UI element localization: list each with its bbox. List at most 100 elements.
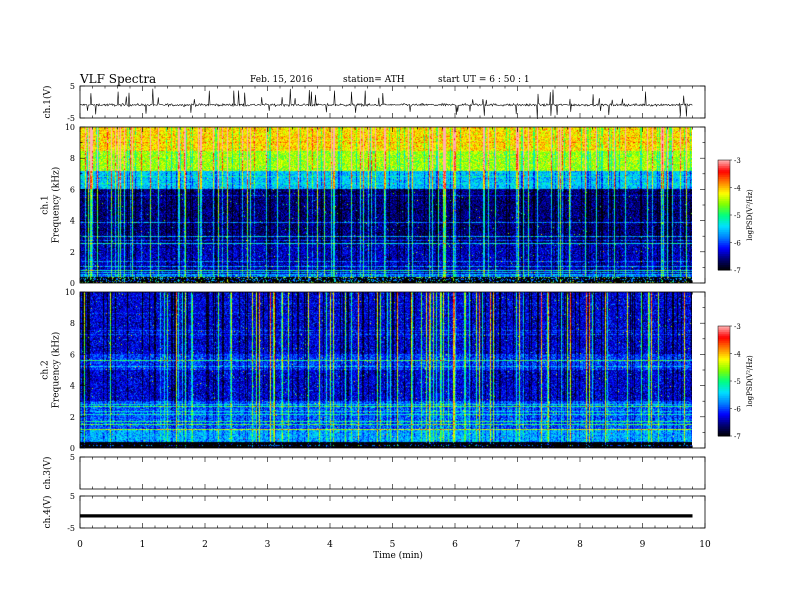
ch1-spectrogram-colorbar-tick-label: -3 — [734, 157, 741, 165]
ch1-spectrogram-colorbar-segment — [718, 176, 730, 179]
ch1-spectrogram-colorbar-segment — [718, 205, 730, 209]
ch2-spectrogram-colorbar-segment — [718, 371, 730, 375]
ch1-spectrogram-colorbar-segment — [718, 220, 730, 223]
ch2-spectrogram-colorbar-segment — [718, 333, 730, 336]
ch3-waveform-panel: 5 ch.3(V) — [42, 453, 706, 490]
ch2-spectrogram-colorbar-segment — [718, 395, 730, 398]
ch1-spectrogram-colorbar-segment — [718, 167, 730, 170]
ch2-spectrogram-colorbar-segment — [718, 393, 730, 397]
ch2-spectrogram-colorbar-segment — [718, 415, 730, 419]
ch1-spectrogram-colorbar-segment — [718, 187, 730, 190]
ch1-spectrogram-colorbar-segment — [718, 178, 730, 181]
x-tick-label: 6 — [452, 540, 458, 550]
ch2-spectrogram-colorbar-segment — [718, 403, 730, 406]
ch2-spectrogram-colorbar-segment — [718, 428, 730, 431]
ch2-spectrogram-colorbar-segment — [718, 338, 730, 342]
ch2-spectrogram-colorbar-segment — [718, 392, 730, 395]
ch1-spectrogram-colorbar-segment — [718, 231, 730, 234]
ch1-waveform-ytick-label: -5 — [67, 114, 75, 123]
ch1-spectrogram-ylabel: ch.1 — [41, 195, 51, 214]
ch2-spectrogram-colorbar-segment — [718, 419, 730, 422]
ch1-spectrogram-colorbar-segment — [718, 248, 730, 251]
ch1-spectrogram-ytick-label: 4 — [70, 217, 75, 226]
ch1-spectrogram-colorbar-segment — [718, 207, 730, 210]
ch2-spectrogram-ytick-label: 0 — [70, 444, 75, 453]
ch1-spectrogram-colorbar-segment — [718, 209, 730, 212]
ch1-spectrogram-colorbar-tick-label: -7 — [734, 267, 741, 275]
ch1-spectrogram-colorbar-segment — [718, 193, 730, 196]
ch1-spectrogram-colorbar-segment — [718, 161, 730, 165]
ch2-spectrogram-colorbar-segment — [718, 406, 730, 409]
ch2-spectrogram-colorbar-segment — [718, 388, 730, 391]
ch1-spectrogram-colorbar-segment — [718, 185, 730, 188]
ch2-spectrogram-colorbar-segment — [718, 362, 730, 365]
ch1-spectrogram-colorbar-segment — [718, 180, 730, 183]
ch4-waveform-ylabel: ch.4(V) — [42, 496, 53, 529]
ch1-spectrogram-colorbar-segment — [718, 249, 730, 253]
ch1-waveform-trace — [79, 88, 693, 120]
ch1-spectrogram-colorbar-segment — [718, 211, 730, 214]
ch2-spectrogram-colorbar-segment — [718, 430, 730, 433]
ch2-spectrogram-colorbar-segment — [718, 366, 730, 369]
ch1-spectrogram-colorbar-segment — [718, 237, 730, 240]
ch1-spectrogram-colorbar-segment — [718, 224, 730, 227]
ch2-spectrogram-colorbar-segment — [718, 348, 730, 351]
ch2-spectrogram-colorbar-segment — [718, 390, 730, 393]
ch2-spectrogram-colorbar-segment — [718, 351, 730, 354]
ch2-spectrogram-colorbar-segment — [718, 329, 730, 332]
x-tick-label: 0 — [77, 540, 83, 550]
ch2-spectrogram-colorbar-segment — [718, 410, 730, 413]
x-tick-label: 1 — [140, 540, 146, 550]
ch2-spectrogram-colorbar-segment — [718, 368, 730, 371]
ch2-spectrogram-colorbar-segment — [718, 353, 730, 356]
ch2-spectrogram-colorbar-segment — [718, 401, 730, 404]
ch1-spectrogram-colorbar-segment — [718, 198, 730, 201]
ch1-spectrogram-colorbar-segment — [718, 165, 730, 168]
x-tick-label: 9 — [640, 540, 646, 550]
ch1-spectrogram-colorbar-segment — [718, 240, 730, 243]
ch1-spectrogram-colorbar-segment — [718, 174, 730, 177]
ch1-spectrogram-colorbar-segment — [718, 191, 730, 194]
ch2-spectrogram-colorbar-segment — [718, 426, 730, 430]
ch3-waveform-ylabel: ch.3(V) — [42, 457, 53, 490]
ch1-spectrogram-colorbar-segment — [718, 227, 730, 231]
ch1-spectrogram-colorbar-segment — [718, 264, 730, 267]
x-tick-label: 10 — [699, 540, 711, 550]
ch1-spectrogram-colorbar-label: logPSD(V²/Hz) — [746, 189, 754, 241]
ch1-spectrogram-colorbar-segment — [718, 202, 730, 205]
ch1-spectrogram-colorbar-segment — [718, 169, 730, 172]
ch2-spectrogram-colorbar-segment — [718, 349, 730, 353]
ch1-waveform-ylabel: ch.1(V) — [42, 86, 53, 119]
ch2-spectrogram-colorbar-segment — [718, 375, 730, 378]
ch1-spectrogram-colorbar-segment — [718, 218, 730, 221]
ch4-waveform-ytick-label: -5 — [67, 524, 75, 533]
ch2-spectrogram-colorbar-segment — [718, 408, 730, 411]
ch2-spectrogram-ylabel: Frequency (kHz) — [51, 332, 62, 409]
ch2-spectrogram-colorbar-segment — [718, 423, 730, 426]
ch2-spectrogram-ytick-label: 2 — [70, 413, 75, 422]
ch1-colorbar: -3 -4 -5 -6 -7 logPSD(V²/Hz) — [717, 157, 754, 275]
ch1-spectrogram-colorbar-segment — [718, 213, 730, 216]
ch2-spectrogram-colorbar-tick-label: -7 — [734, 433, 741, 441]
ch1-spectrogram-colorbar-segment — [718, 251, 730, 254]
ch1-spectrogram-colorbar-segment — [718, 268, 730, 271]
ch1-spectrogram-ytick-label: 0 — [70, 279, 75, 288]
ch2-spectrogram-colorbar-segment — [718, 412, 730, 415]
ch1-spectrogram-colorbar-segment — [718, 183, 730, 187]
ch2-spectrogram-colorbar-segment — [718, 360, 730, 364]
ch2-spectrogram-colorbar-segment — [718, 404, 730, 408]
ch1-spectrogram-colorbar-tick-label: -4 — [734, 185, 741, 193]
ch2-spectrogram-colorbar-segment — [718, 346, 730, 349]
figure-title: VLF Spectra — [79, 72, 156, 86]
ch2-spectrogram-colorbar-segment — [718, 414, 730, 417]
ch1-spectrogram-ytick-label: 8 — [70, 154, 75, 163]
ch2-spectrogram-colorbar-segment — [718, 344, 730, 347]
ch2-spectrogram-colorbar-segment — [718, 342, 730, 345]
ch2-spectrogram-image — [80, 292, 692, 448]
ch1-spectrogram-colorbar-segment — [718, 233, 730, 236]
ch2-spectrogram-colorbar-segment — [718, 432, 730, 435]
x-tick-label: 3 — [265, 540, 271, 550]
ch2-spectrogram-colorbar-tick-label: -3 — [734, 323, 741, 331]
ch2-spectrogram-colorbar-segment — [718, 386, 730, 389]
ch1-spectrogram-ylabel: Frequency (kHz) — [51, 167, 62, 244]
